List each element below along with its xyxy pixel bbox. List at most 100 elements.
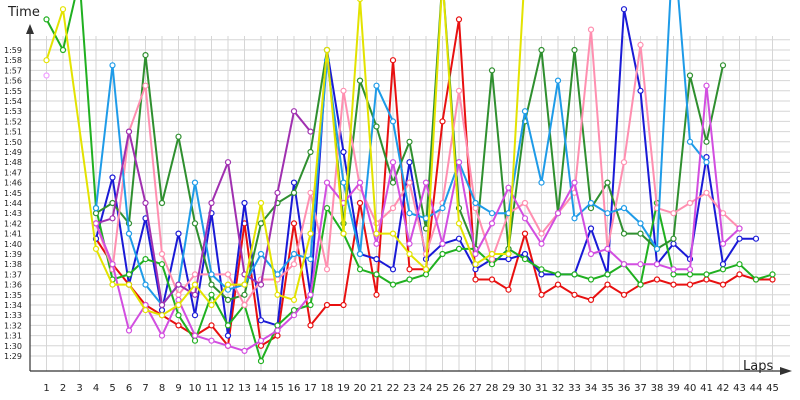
data-point [769, 271, 776, 278]
data-point [686, 72, 694, 79]
data-point [686, 199, 694, 207]
data-point [571, 215, 578, 222]
data-point [406, 266, 413, 273]
data-point [175, 322, 182, 329]
y-tick-label: 1:36 [4, 281, 22, 290]
data-point [175, 301, 182, 309]
data-point [604, 245, 611, 252]
data-point [158, 312, 166, 319]
data-point [224, 332, 232, 339]
data-point [307, 322, 314, 329]
y-tick-label: 1:45 [4, 189, 22, 198]
data-point [191, 332, 199, 339]
data-point [736, 235, 743, 242]
data-point [274, 291, 281, 298]
x-tick-label: 1 [43, 383, 49, 394]
data-point [521, 230, 529, 237]
data-point [373, 271, 380, 278]
data-point [488, 210, 496, 217]
data-point [455, 245, 463, 252]
x-tick-label: 43 [733, 383, 746, 394]
data-point [373, 230, 380, 237]
data-point [439, 240, 446, 247]
data-point [752, 235, 760, 242]
data-point [406, 179, 413, 186]
y-tick-label: 1:53 [4, 107, 22, 116]
data-point [257, 250, 265, 258]
data-point [637, 261, 644, 268]
y-tick-label: 1:58 [4, 56, 22, 65]
data-point [406, 159, 413, 166]
data-point [670, 240, 677, 247]
data-point [686, 271, 694, 278]
data-point [538, 230, 545, 237]
x-tick-label: 11 [205, 383, 218, 394]
x-tick-label: 40 [684, 383, 697, 394]
x-tick-label: 27 [469, 383, 482, 394]
x-tick-label: 37 [634, 383, 647, 394]
data-point [142, 256, 149, 263]
data-point [323, 179, 331, 186]
data-point [538, 179, 545, 186]
data-point [142, 281, 149, 288]
y-tick-label: 1:35 [4, 291, 22, 300]
data-point [290, 312, 298, 319]
data-point [472, 199, 479, 207]
data-point [752, 276, 760, 283]
data-point [505, 184, 512, 191]
y-tick-label: 1:34 [4, 301, 22, 310]
data-point [472, 266, 479, 273]
y-tick-label: 1:40 [4, 240, 22, 249]
data-point [455, 159, 463, 166]
x-tick-label: 7 [142, 383, 148, 394]
data-point [505, 250, 512, 258]
data-point [274, 327, 281, 334]
y-tick-label: 1:30 [4, 342, 22, 351]
data-point [373, 123, 380, 130]
series-lines [43, 0, 776, 365]
data-point [109, 261, 116, 268]
data-point [389, 281, 397, 288]
data-point [389, 159, 397, 166]
x-tick-label: 41 [700, 383, 713, 394]
series-line [95, 84, 741, 352]
data-point [92, 245, 100, 252]
data-point [505, 286, 512, 293]
x-tick-label: 9 [175, 383, 181, 394]
data-point [158, 332, 166, 339]
data-point [175, 133, 182, 140]
x-tick-label: 3 [76, 383, 82, 394]
data-point [340, 230, 347, 237]
data-point [241, 301, 248, 309]
data-point [357, 0, 363, 3]
x-tick-label: 2 [60, 383, 66, 394]
data-point [670, 271, 677, 278]
y-tick-label: 1:47 [4, 168, 22, 177]
data-point [142, 82, 149, 89]
data-point [373, 256, 380, 263]
x-tick-label: 10 [189, 383, 202, 394]
data-point [191, 179, 199, 186]
data-point [521, 108, 529, 115]
data-point [620, 261, 628, 268]
data-point [290, 261, 298, 268]
data-point [340, 179, 347, 186]
data-point [290, 220, 298, 227]
data-point [191, 337, 199, 344]
x-tick-label: 22 [387, 383, 400, 394]
data-point [109, 62, 116, 69]
data-point [290, 250, 298, 258]
x-tick-label: 14 [255, 383, 268, 394]
data-point [290, 296, 298, 303]
data-point [620, 6, 628, 13]
data-point [191, 312, 199, 319]
data-point [373, 82, 380, 89]
data-point [356, 77, 364, 84]
data-point [356, 199, 364, 207]
data-point [554, 271, 562, 278]
data-point [620, 291, 628, 298]
data-point [340, 87, 347, 94]
x-tick-label: 8 [159, 383, 165, 394]
y-tick-label: 1:51 [4, 128, 22, 137]
